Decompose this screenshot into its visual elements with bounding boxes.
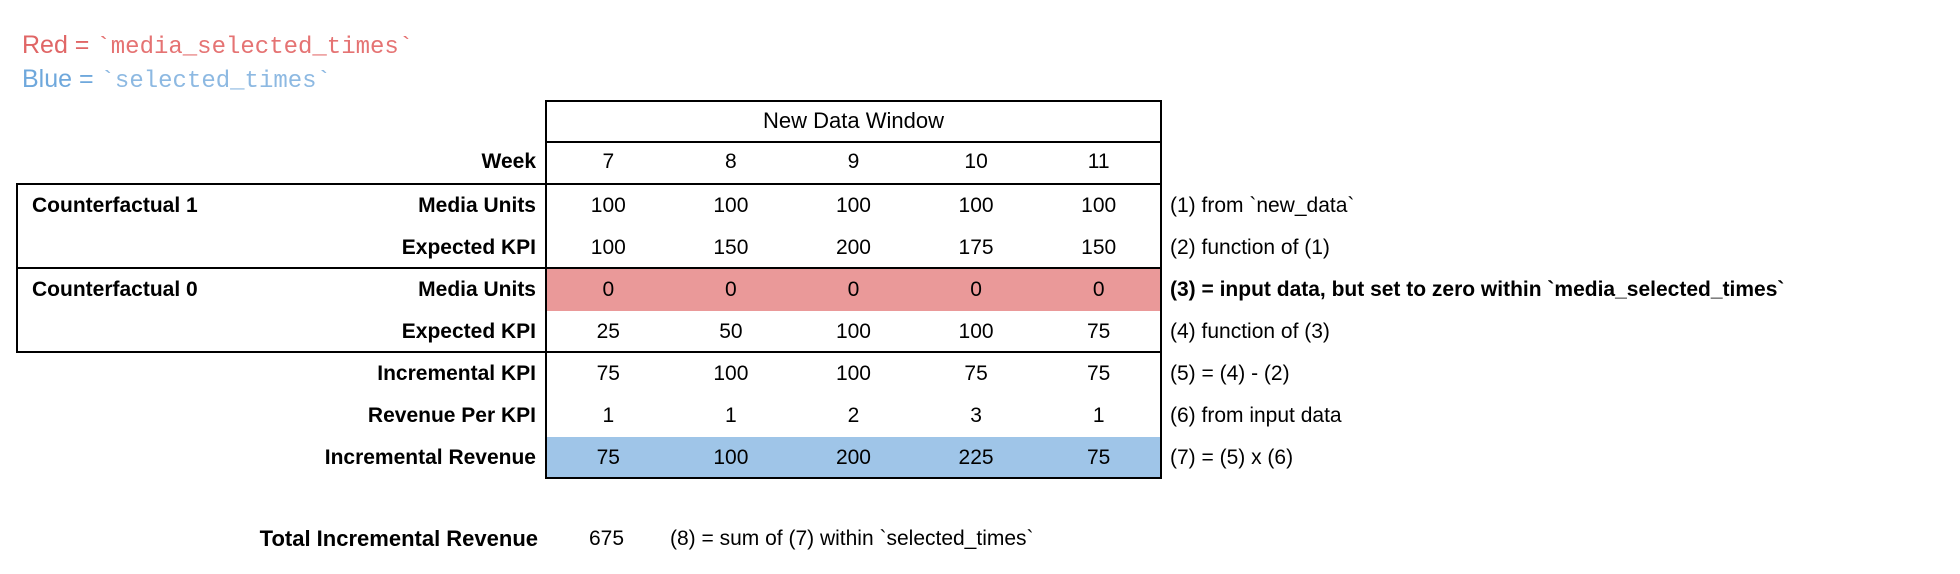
row-values: 75 100 100 75 75 — [547, 353, 1160, 395]
cf1-box-bottom-border — [16, 267, 1162, 269]
value-cell: 0 — [725, 278, 737, 301]
value-cell: 150 — [1081, 236, 1117, 259]
legend-blue-label: Blue = — [22, 65, 101, 93]
legend-blue-code: `selected_times` — [100, 68, 331, 95]
cf0-box-bottom-border — [16, 351, 1162, 353]
row-label: Expected KPI — [401, 320, 536, 343]
group-label-counterfactual-1: Counterfactual 1 — [32, 194, 198, 217]
value-cell: 25 — [596, 320, 620, 343]
value-cell: 100 — [713, 446, 749, 469]
table-row-cf0-expected-kpi: Expected KPI 25 50 100 100 75 (4) functi… — [0, 311, 1960, 353]
value-cell: 150 — [713, 236, 749, 259]
value-cell: 225 — [958, 446, 994, 469]
row-label: Incremental KPI — [377, 362, 536, 385]
row-values: 1 1 2 3 1 — [547, 395, 1160, 437]
value-cell: 0 — [847, 278, 860, 301]
value-cell: 175 — [958, 236, 994, 259]
row-annotation: (7) = (5) x (6) — [1170, 446, 1294, 469]
table-row-cf1-media-units: Counterfactual 1 Media Units 100 100 100… — [0, 185, 1960, 227]
values-right-border — [1160, 100, 1162, 479]
value-cell: 3 — [970, 404, 982, 427]
cf1-box-top-border — [16, 183, 1162, 185]
week-cell: 7 — [602, 150, 615, 173]
value-cell: 2 — [847, 404, 860, 427]
value-cell: 100 — [835, 194, 871, 217]
value-cell: 100 — [713, 362, 749, 385]
legend-blue-line: Blue = `selected_times` — [22, 64, 413, 98]
row-label: Revenue Per KPI — [367, 404, 536, 427]
row-label: Incremental Revenue — [324, 446, 536, 469]
value-cell: 75 — [1086, 446, 1111, 469]
value-cell: 75 — [964, 362, 988, 385]
row-annotation: (6) from input data — [1170, 404, 1342, 427]
week-values: 7 8 9 10 11 — [547, 141, 1160, 183]
group-label-counterfactual-0: Counterfactual 0 — [32, 278, 198, 301]
row-annotation: (5) = (4) - (2) — [1170, 362, 1290, 385]
table-row-revenue-per-kpi: Revenue Per KPI 1 1 2 3 1 (6) from input… — [0, 395, 1960, 437]
color-legend: Red = `media_selected_times` Blue = `sel… — [22, 30, 413, 98]
table-row-incremental-kpi: Incremental KPI 75 100 100 75 75 (5) = (… — [0, 353, 1960, 395]
value-cell: 1 — [725, 404, 737, 427]
row-annotation: (2) function of (1) — [1170, 236, 1330, 259]
value-cell: 100 — [958, 320, 994, 343]
table-row-cf1-expected-kpi: Expected KPI 100 150 200 175 150 (2) fun… — [0, 227, 1960, 269]
week-cell: 10 — [964, 150, 988, 173]
row-values: 100 150 200 175 150 — [547, 227, 1160, 269]
row-values: 100 100 100 100 100 — [547, 185, 1160, 227]
value-cell: 0 — [1092, 278, 1105, 301]
value-cell: 100 — [835, 362, 871, 385]
row-label: Media Units — [418, 194, 536, 217]
value-cell: 100 — [958, 194, 994, 217]
row-values-highlight-blue: 75 100 200 225 75 — [547, 437, 1160, 479]
value-cell: 75 — [1086, 362, 1111, 385]
value-cell: 75 — [1086, 320, 1111, 343]
value-cell: 100 — [590, 194, 626, 217]
week-row-label: Week — [481, 150, 536, 173]
value-cell: 75 — [596, 446, 620, 469]
week-cell: 9 — [847, 150, 860, 173]
header-box-bottom-border — [545, 141, 1162, 143]
value-cell: 1 — [1092, 404, 1105, 427]
value-cell: 75 — [596, 362, 620, 385]
value-cell: 50 — [719, 320, 743, 343]
table-row-incremental-revenue: Incremental Revenue 75 100 200 225 75 (7… — [0, 437, 1960, 479]
legend-red-line: Red = `media_selected_times` — [22, 30, 413, 64]
row-label: Media Units — [418, 278, 536, 301]
header-box-top-border — [545, 100, 1162, 102]
row-values: 25 50 100 100 75 — [547, 311, 1160, 353]
total-value: 675 — [588, 527, 625, 550]
table-header-new-data-window: New Data Window — [763, 108, 944, 133]
row-annotation: (3) = input data, but set to zero within… — [1170, 278, 1785, 301]
value-cell: 200 — [835, 236, 871, 259]
total-label: Total Incremental Revenue — [259, 526, 538, 551]
legend-red-label: Red = — [22, 31, 97, 59]
row-annotation: (1) from `new_data` — [1170, 194, 1355, 217]
total-row: Total Incremental Revenue 675 (8) = sum … — [0, 518, 1960, 560]
legend-red-code: `media_selected_times` — [96, 34, 414, 61]
value-cell: 100 — [835, 320, 871, 343]
value-cell: 1 — [602, 404, 615, 427]
value-cell: 200 — [835, 446, 871, 469]
values-left-border — [545, 100, 547, 479]
cf-box-left-border — [16, 183, 18, 353]
value-cell: 100 — [1081, 194, 1117, 217]
value-cell: 100 — [590, 236, 626, 259]
row-label: Expected KPI — [401, 236, 536, 259]
value-cell: 0 — [602, 278, 615, 301]
week-cell: 11 — [1087, 150, 1110, 173]
table-row-week: Week 7 8 9 10 11 — [0, 141, 1960, 183]
row-values-highlight-red: 0 0 0 0 0 — [547, 269, 1160, 311]
week-cell: 8 — [725, 150, 737, 173]
value-cell: 0 — [970, 278, 982, 301]
table-bottom-border — [545, 477, 1162, 479]
value-cell: 100 — [713, 194, 749, 217]
row-annotation: (4) function of (3) — [1170, 320, 1330, 343]
table-row-cf0-media-units: Counterfactual 0 Media Units 0 0 0 0 0 (… — [0, 269, 1960, 311]
total-annotation: (8) = sum of (7) within `selected_times` — [670, 527, 1034, 550]
